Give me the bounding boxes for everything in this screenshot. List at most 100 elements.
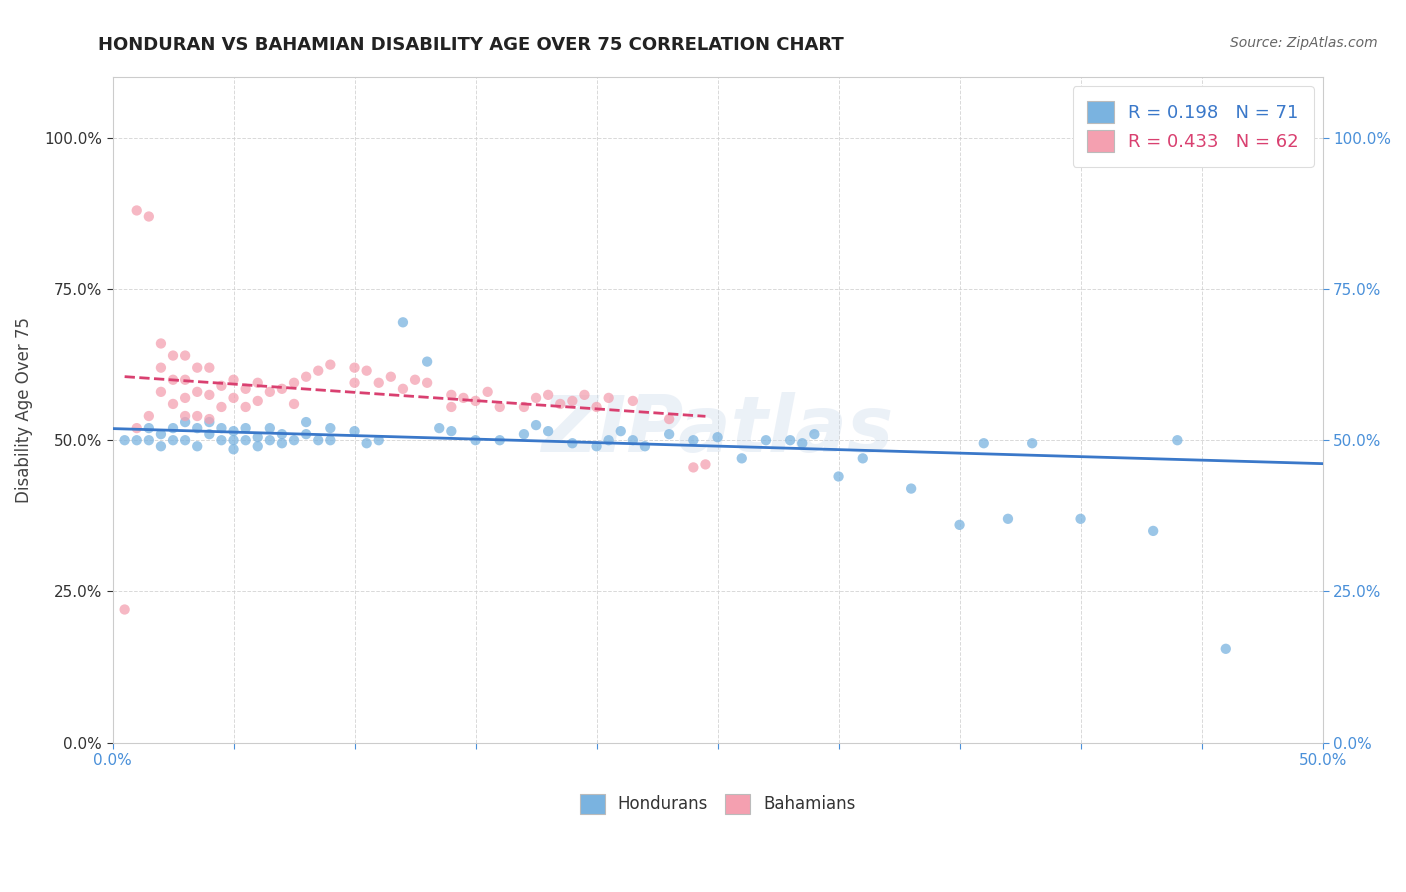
Point: [574, 388, 596, 402]
Point: [682, 434, 704, 448]
Point: [138, 434, 160, 448]
Point: [283, 376, 305, 390]
Point: [222, 442, 245, 457]
Point: [319, 434, 342, 448]
Point: [186, 409, 208, 423]
Point: [198, 415, 221, 429]
Point: [295, 427, 318, 442]
Point: [513, 400, 536, 414]
Point: [271, 382, 294, 396]
Point: [343, 424, 366, 438]
Point: [198, 412, 221, 426]
Point: [416, 376, 439, 390]
Legend: Hondurans, Bahamians: Hondurans, Bahamians: [572, 787, 862, 821]
Point: [295, 369, 318, 384]
Point: [186, 384, 208, 399]
Point: [367, 376, 389, 390]
Point: [222, 391, 245, 405]
Point: [488, 400, 510, 414]
Point: [246, 439, 269, 453]
Point: [307, 434, 329, 448]
Point: [149, 336, 172, 351]
Point: [973, 436, 995, 450]
Point: [174, 373, 197, 387]
Text: Source: ZipAtlas.com: Source: ZipAtlas.com: [1230, 36, 1378, 50]
Point: [1021, 436, 1043, 450]
Point: [209, 421, 232, 435]
Point: [235, 434, 257, 448]
Point: [524, 418, 547, 433]
Point: [1166, 434, 1188, 448]
Point: [125, 421, 148, 435]
Point: [162, 397, 184, 411]
Point: [149, 439, 172, 453]
Point: [149, 427, 172, 442]
Point: [138, 421, 160, 435]
Point: [246, 430, 269, 444]
Point: [174, 409, 197, 423]
Point: [174, 349, 197, 363]
Point: [295, 415, 318, 429]
Point: [138, 210, 160, 224]
Point: [427, 421, 450, 435]
Point: [186, 439, 208, 453]
Point: [464, 393, 486, 408]
Point: [537, 388, 560, 402]
Point: [319, 421, 342, 435]
Point: [1142, 524, 1164, 538]
Point: [610, 424, 633, 438]
Point: [162, 421, 184, 435]
Point: [524, 391, 547, 405]
Point: [464, 434, 486, 448]
Point: [198, 388, 221, 402]
Point: [755, 434, 778, 448]
Point: [682, 460, 704, 475]
Point: [561, 393, 583, 408]
Point: [658, 427, 681, 442]
Point: [488, 434, 510, 448]
Point: [1070, 512, 1092, 526]
Point: [149, 360, 172, 375]
Point: [209, 379, 232, 393]
Point: [392, 315, 415, 329]
Point: [149, 384, 172, 399]
Point: [440, 400, 463, 414]
Point: [259, 384, 281, 399]
Point: [548, 397, 571, 411]
Point: [779, 434, 801, 448]
Point: [114, 602, 136, 616]
Point: [453, 391, 475, 405]
Point: [162, 373, 184, 387]
Point: [440, 388, 463, 402]
Point: [343, 376, 366, 390]
Point: [162, 349, 184, 363]
Point: [343, 360, 366, 375]
Point: [186, 360, 208, 375]
Point: [271, 436, 294, 450]
Point: [585, 400, 607, 414]
Point: [235, 421, 257, 435]
Point: [634, 439, 657, 453]
Point: [392, 382, 415, 396]
Point: [138, 409, 160, 423]
Point: [380, 369, 402, 384]
Point: [598, 391, 620, 405]
Point: [852, 451, 875, 466]
Point: [513, 427, 536, 442]
Point: [235, 400, 257, 414]
Point: [356, 436, 378, 450]
Point: [222, 434, 245, 448]
Point: [198, 360, 221, 375]
Point: [319, 358, 342, 372]
Point: [271, 427, 294, 442]
Point: [827, 469, 849, 483]
Text: ZIPatlas: ZIPatlas: [541, 392, 894, 468]
Point: [658, 412, 681, 426]
Point: [695, 458, 717, 472]
Point: [259, 421, 281, 435]
Point: [235, 382, 257, 396]
Point: [209, 400, 232, 414]
Point: [259, 434, 281, 448]
Point: [114, 434, 136, 448]
Point: [198, 427, 221, 442]
